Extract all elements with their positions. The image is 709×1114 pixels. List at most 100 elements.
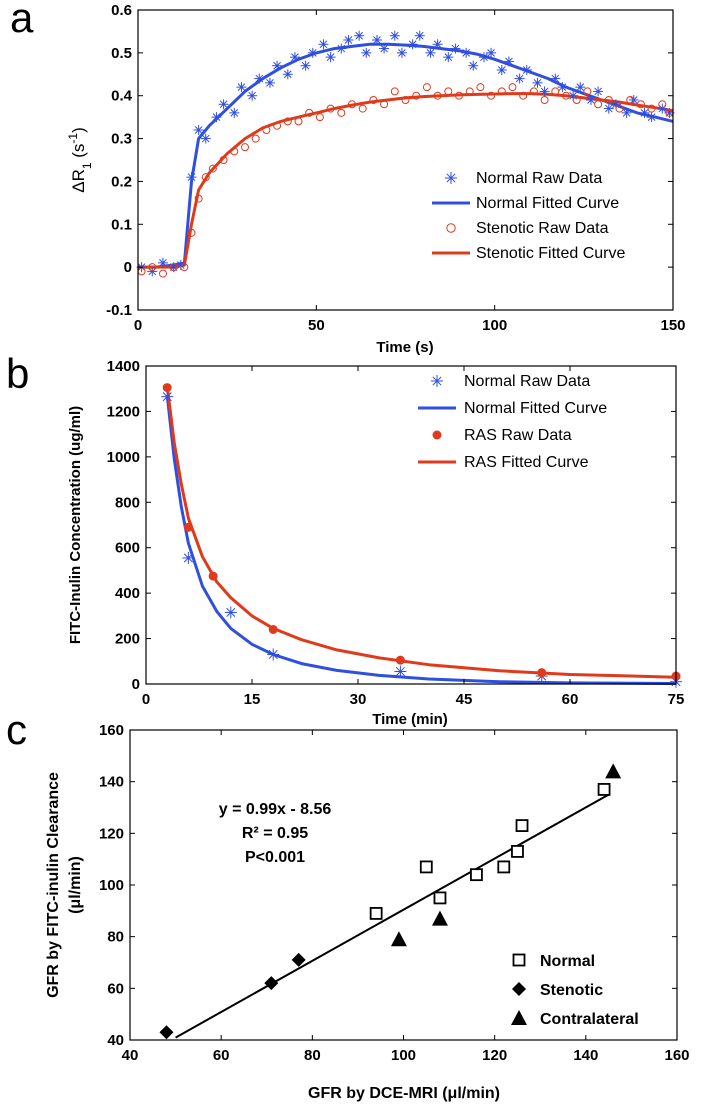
ras-raw-data-point [183, 522, 193, 532]
panel-a-x-tick-label: 150 [660, 317, 685, 334]
panel-a-y-tick-label: -0.1 [106, 302, 132, 319]
panel-c-y-tick-label: 80 [107, 929, 124, 946]
panel-b-y-label: FITC-Inulin Concentration (ug/ml) [67, 406, 84, 644]
panel-c-x-tick-label: 80 [304, 1047, 321, 1064]
panel-a-y-tick-label: 0.4 [111, 88, 133, 105]
normal-raw-data-point [282, 69, 293, 80]
normal-raw-data-point [646, 112, 657, 123]
legend-entry-label: Normal Raw Data [476, 170, 602, 187]
normal-raw-data-point [443, 52, 454, 63]
panel-c-y-tick-label: 40 [107, 1032, 124, 1049]
stenotic-raw-data-point [658, 100, 667, 109]
panel-b-x-tick-label: 30 [350, 691, 367, 708]
stenotic-raw-data-point [390, 87, 399, 96]
panel-c-y-label-line1: GFR by FITC-inulin Clearance [45, 772, 62, 998]
normal-raw-data-point [218, 99, 229, 110]
normal-point [433, 891, 447, 905]
legend-entry-label: Normal Fitted Curve [464, 400, 607, 417]
normal-point [419, 860, 433, 874]
legend-entry-label: Stenotic Fitted Curve [476, 245, 626, 262]
normal-raw-data-point [407, 39, 418, 50]
normal-raw-data-point [247, 90, 258, 101]
panel-b-x-tick-label: 0 [142, 691, 150, 708]
stenotic-raw-data-point [476, 83, 485, 92]
normal-raw-data-point [486, 47, 497, 58]
panel-a-y-tick-label: 0.6 [111, 2, 132, 19]
normal-raw-data-point [478, 52, 489, 63]
normal-raw-data-point [371, 35, 382, 45]
contralateral-point [390, 931, 407, 947]
panel-c-y-tick-label: 100 [99, 877, 124, 894]
stenotic-raw-data-point [262, 126, 271, 134]
normal-point [470, 868, 483, 882]
stenotic-raw-data-point [380, 100, 389, 109]
normal-raw-data-point [379, 43, 390, 54]
contralateral-point [605, 763, 622, 779]
normal-raw-data-point [272, 60, 283, 71]
normal-raw-data-point [325, 52, 336, 63]
ras-raw-data-point [162, 383, 172, 393]
stenotic-raw-data-point [519, 91, 528, 100]
stenotic-raw-data-point [594, 100, 603, 109]
legend-entry-label: Stenotic [540, 982, 603, 999]
legend-entry-label: Normal [540, 953, 595, 970]
ras-raw-data-point [268, 624, 278, 634]
stenotic-raw-data-point [148, 263, 157, 272]
panel-c-x-tick-label: 120 [482, 1047, 507, 1064]
panel-a-x-label: Time (s) [376, 339, 433, 356]
legend-entry-label: RAS Fitted Curve [464, 454, 589, 471]
stenotic-raw-data-point [187, 228, 196, 237]
normal-raw-data-point [389, 30, 400, 41]
legend-marker-swatch [512, 982, 526, 996]
stenotic-raw-data-point [326, 104, 335, 113]
normal-raw-data-point [193, 125, 204, 135]
panel-c-y-tick-label: 140 [99, 774, 124, 791]
stenotic-raw-data-point [455, 91, 463, 100]
stenotic-raw-data-point [626, 96, 635, 104]
stenotic-raw-data-point [180, 263, 189, 272]
legend-marker-swatch [431, 375, 443, 387]
stenotic-raw-data-point [337, 108, 346, 117]
legend-marker-swatch [511, 1010, 527, 1025]
stenotic-raw-data-point [305, 108, 314, 117]
normal-raw-data-point [336, 43, 347, 54]
normal-raw-data-point [450, 43, 461, 54]
normal-raw-data-point [186, 172, 197, 183]
stenotic-raw-data-point [540, 96, 549, 104]
ras-raw-data-point [537, 668, 547, 678]
panel-b-y-tick-label: 400 [115, 585, 140, 602]
stenotic-raw-data-point [465, 87, 474, 96]
stenotic-raw-data-point [194, 194, 203, 203]
normal-raw-data-point [289, 52, 300, 63]
normal-point [511, 845, 524, 858]
panel-b-y-tick-label: 1200 [107, 403, 140, 420]
stenotic-raw-data-point [358, 104, 367, 113]
normal-raw-data-point [575, 82, 586, 93]
stenotic-raw-data-point [294, 117, 303, 126]
stenotic-fitted-curve [138, 92, 674, 269]
legend-marker-swatch [512, 953, 526, 967]
panel-b-axes-box [145, 365, 677, 685]
normal-raw-data-point [161, 390, 174, 403]
stenotic-raw-data-point [369, 96, 378, 104]
normal-raw-data-point [182, 551, 195, 564]
normal-point [515, 819, 529, 832]
panel-a-axes-box [137, 9, 674, 311]
panel-c-p-value: P<0.001 [245, 849, 305, 866]
normal-raw-data-point [432, 39, 443, 50]
normal-raw-data-point [354, 30, 365, 41]
normal-raw-data-point [361, 47, 372, 58]
normal-raw-data-point [414, 30, 425, 41]
stenotic-raw-data-point [169, 263, 178, 272]
ras-raw-data-point [208, 571, 218, 581]
panel-a-chart: 0 50 100 150-0.100.10.20.30.40.50.6 Time (s… [66, 2, 686, 356]
normal-raw-data-point [514, 73, 525, 84]
panel-a-x-tick-label: 0 [134, 317, 142, 334]
legend-entry-label: Contralateral [540, 1011, 639, 1028]
stenotic-raw-data-point [551, 87, 560, 96]
panel-a-x-tick-label: 100 [482, 317, 507, 334]
normal-raw-data-point [468, 60, 479, 71]
stenotic-raw-data-point [529, 87, 538, 96]
stenotic-raw-data-point [497, 87, 506, 96]
stenotic-raw-data-point [583, 87, 592, 96]
